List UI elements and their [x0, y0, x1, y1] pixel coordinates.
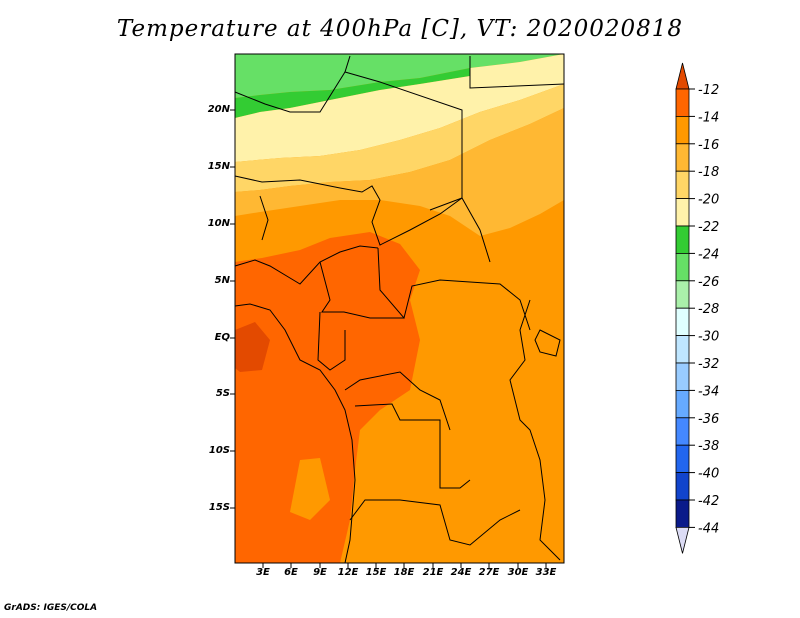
- contour-orange-interior: [290, 458, 330, 520]
- colorbar-label: -40: [698, 467, 719, 482]
- colorbar-box: [675, 389, 690, 419]
- lon-label-3e: 3E: [256, 567, 270, 578]
- colorbar-label: -32: [698, 357, 719, 372]
- colorbar-label: -42: [698, 494, 719, 509]
- lon-label-33e: 33E: [535, 567, 557, 578]
- lat-label-eq: EQ: [214, 332, 230, 343]
- lon-label-18e: 18E: [393, 567, 415, 578]
- colorbar-box: [675, 417, 690, 446]
- temperature-field: [235, 54, 564, 563]
- contour-light-green: [235, 54, 564, 98]
- contour-darkest-orange: [235, 322, 270, 372]
- colorbar-label: -30: [698, 330, 719, 345]
- lat-label-15n: 15N: [207, 161, 230, 172]
- colorbar-box: [675, 252, 690, 282]
- colorbar-label: -26: [698, 275, 719, 290]
- contour-green: [235, 68, 470, 118]
- lon-label-30e: 30E: [507, 567, 529, 578]
- contour-pale-yellow: [235, 54, 564, 162]
- lat-label-20n: 20N: [207, 104, 230, 115]
- lat-label-5s: 5S: [215, 388, 230, 399]
- colorbar-label: -44: [698, 521, 719, 536]
- colorbar: -12 -14 -16 -18 -20 -22 -24 -26 -28 -30 -32 -34 -36 -…: [675, 62, 719, 554]
- colorbar-label: -16: [698, 138, 719, 153]
- lon-label-24e: 24E: [450, 567, 472, 578]
- colorbar-label: -34: [698, 384, 719, 399]
- colorbar-box: [675, 335, 690, 364]
- contour-light-orange: [235, 108, 564, 236]
- lon-label-21e: 21E: [422, 567, 444, 578]
- colorbar-label: -28: [698, 302, 719, 317]
- lat-label-10n: 10N: [207, 218, 230, 229]
- country-borders: [234, 55, 565, 564]
- colorbar-label: -14: [698, 110, 719, 125]
- colorbar-label: -18: [698, 165, 719, 180]
- lon-label-15e: 15E: [365, 567, 387, 578]
- plot-title: Temperature at 400hPa [C], VT: 202002081…: [116, 16, 684, 42]
- lon-label-12e: 12E: [337, 567, 359, 578]
- colorbar-label: -24: [698, 247, 719, 262]
- lon-label-6e: 6E: [284, 567, 298, 578]
- colorbar-label: -20: [698, 193, 719, 208]
- lon-ticks: [262, 563, 547, 568]
- colorbar-label: -22: [698, 220, 719, 235]
- colorbar-bottom-arrow: [675, 527, 690, 554]
- colorbar-box: [675, 143, 690, 172]
- colorbar-box: [675, 225, 690, 254]
- colorbar-box: [675, 472, 690, 501]
- contour-yellow: [235, 84, 564, 192]
- lat-ticks: [230, 109, 235, 509]
- credit-text: GrADS: IGES/COLA: [4, 603, 98, 613]
- colorbar-box: [675, 198, 690, 227]
- contour-deep-orange: [235, 232, 420, 563]
- colorbar-box: [675, 88, 690, 117]
- colorbar-label: -38: [698, 439, 719, 454]
- colorbar-box: [675, 116, 690, 145]
- lon-label-9e: 9E: [313, 567, 327, 578]
- colorbar-box: [675, 280, 690, 309]
- colorbar-box: [675, 362, 690, 391]
- map-frame: [234, 53, 565, 564]
- colorbar-top-arrow: [675, 62, 690, 90]
- colorbar-box: [675, 170, 690, 199]
- lat-label-5n: 5N: [214, 275, 230, 286]
- lat-label-10s: 10S: [208, 445, 230, 456]
- lon-label-27e: 27E: [478, 567, 500, 578]
- colorbar-label: -12: [698, 83, 719, 98]
- lat-label-15s: 15S: [208, 502, 230, 513]
- colorbar-box: [675, 499, 690, 528]
- colorbar-box: [675, 307, 690, 337]
- colorbar-box: [675, 444, 690, 474]
- colorbar-label: -36: [698, 412, 719, 427]
